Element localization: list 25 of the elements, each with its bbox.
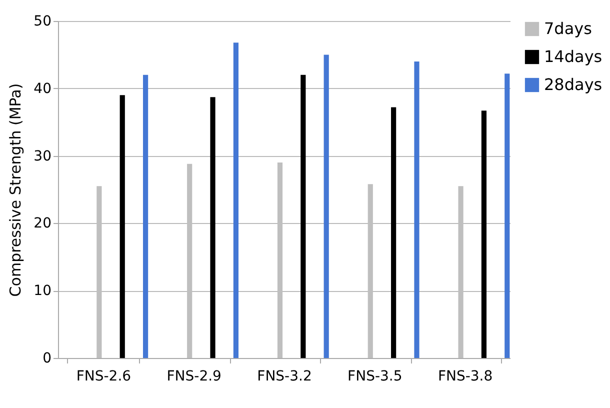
y-tick-label: 50	[34, 14, 52, 30]
bar	[414, 61, 420, 358]
bar	[504, 74, 510, 358]
legend-label: 14days	[544, 47, 602, 66]
x-tick-label: FNS-2.6	[76, 368, 132, 384]
x-tick-label: FNS-3.2	[257, 368, 312, 384]
y-tick-label: 40	[34, 80, 52, 97]
y-tick-label: 10	[34, 283, 52, 300]
y-tick-label: 30	[34, 148, 52, 164]
bar	[120, 95, 125, 358]
y-axis-title: Compressive Strength (MPa)	[6, 83, 25, 297]
bar	[391, 107, 396, 358]
bar	[324, 54, 329, 358]
x-tick-label: FNS-3.5	[348, 368, 402, 384]
legend-label: 7days	[544, 19, 592, 38]
bar	[300, 74, 306, 358]
x-tick-label: FNS-3.8	[438, 368, 493, 384]
y-tick-label: 0	[42, 350, 52, 366]
y-tick-label: 20	[34, 216, 52, 232]
bar	[481, 110, 487, 358]
x-tick-label: FNS-2.9	[166, 368, 222, 384]
bar	[142, 74, 148, 358]
legend-label: 28days	[544, 75, 602, 94]
bar	[233, 42, 238, 358]
bar	[210, 97, 216, 358]
